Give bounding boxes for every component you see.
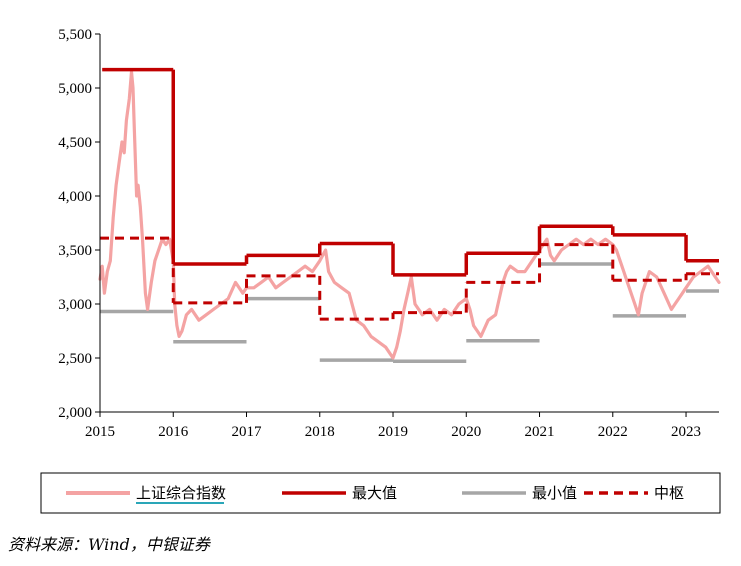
x-tick-label: 2017: [232, 424, 263, 440]
x-tick-label: 2021: [525, 424, 555, 440]
source-note: 资料来源：Wind，中银证券: [8, 535, 210, 554]
x-tick-label: 2015: [85, 424, 115, 440]
y-tick-label: 4,000: [58, 189, 92, 205]
legend-min-label: 最小值: [532, 484, 577, 502]
axis-ticks: 2,000 2,500 3,000 3,500 4,000 4,500 5,000 5,500…: [58, 27, 701, 440]
y-tick-label: 3,500: [58, 243, 92, 259]
y-tick-label: 2,500: [58, 351, 92, 367]
axes: [99, 34, 719, 413]
x-tick-label: 2018: [305, 424, 335, 440]
x-tick-label: 2022: [598, 424, 628, 440]
x-tick-label: 2023: [671, 424, 701, 440]
y-tick-label: 4,500: [58, 135, 92, 151]
legend-max-label: 最大值: [352, 484, 397, 502]
x-tick-label: 2016: [158, 424, 189, 440]
y-tick-label: 2,000: [58, 405, 92, 421]
x-tick-label: 2020: [451, 424, 481, 440]
y-tick-label: 3,000: [58, 297, 92, 313]
legend-center-label: 中枢: [654, 484, 684, 502]
y-tick-label: 5,000: [58, 81, 92, 97]
x-tick-label: 2019: [378, 424, 408, 440]
chart: 2,000 2,500 3,000 3,500 4,000 4,500 5,000 5,500…: [40, 27, 721, 514]
plot-area: [98, 67, 721, 363]
y-tick-label: 5,500: [58, 27, 92, 43]
legend: 上证综合指数 最大值 最小值 中枢: [40, 472, 721, 514]
legend-index-label: 上证综合指数: [136, 484, 226, 502]
